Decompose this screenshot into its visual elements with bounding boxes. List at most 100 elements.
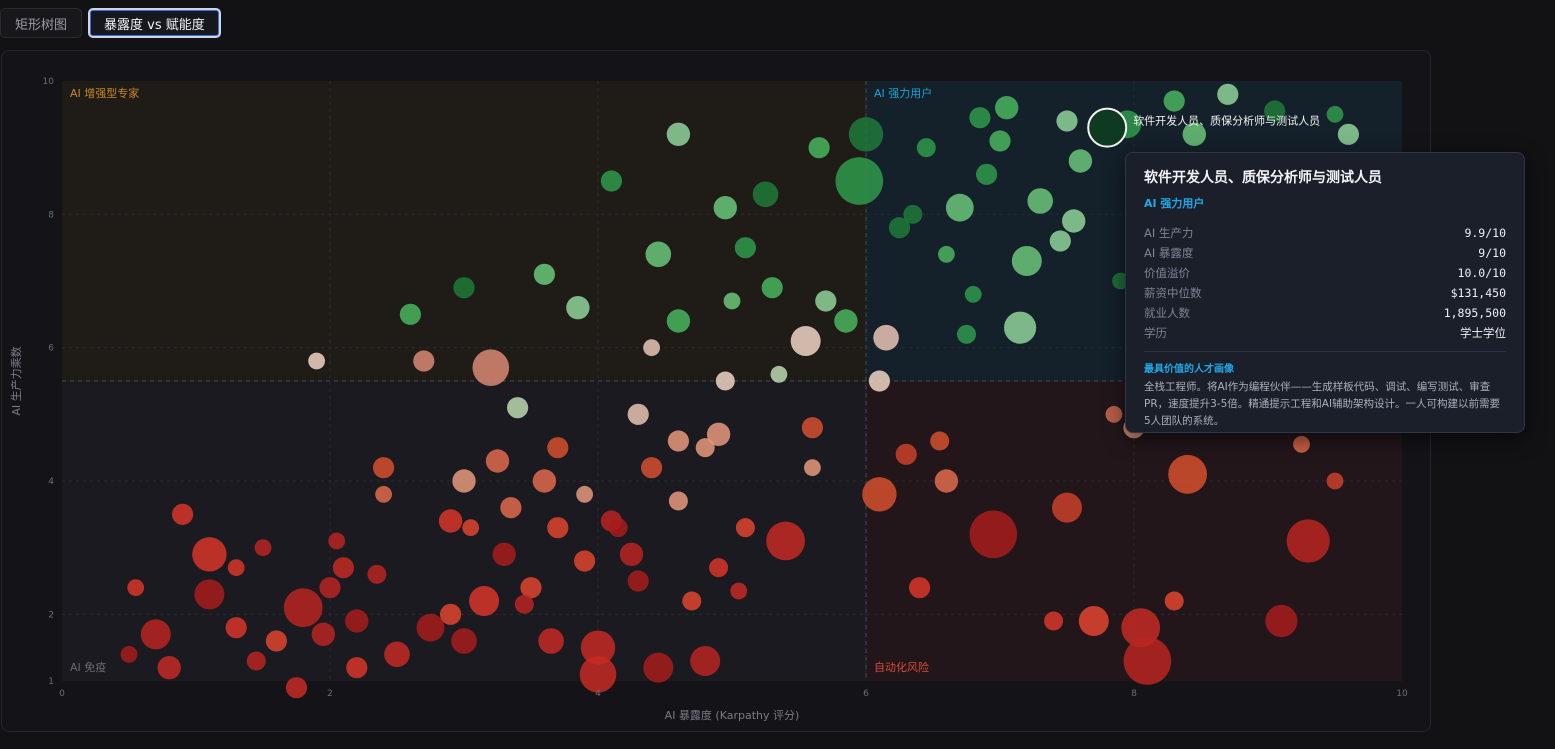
tooltip-row: 价值溢价 10.0/10: [1144, 263, 1506, 283]
data-point: [976, 163, 998, 185]
data-point: [192, 537, 227, 572]
quadrant-label: AI 强力用户: [874, 86, 932, 100]
tooltip-row: 就业人数 1,895,500: [1144, 303, 1506, 323]
data-point: [945, 193, 974, 222]
data-point: [328, 532, 346, 550]
quadrant-bg: [62, 81, 866, 381]
data-point: [1105, 405, 1123, 423]
tooltip-description: 全栈工程师。将AI作为编程伙伴——生成样板代码、调试、编写测试、审查PR，速度提…: [1144, 381, 1501, 427]
x-tick-label: 10: [1396, 689, 1408, 699]
data-point: [285, 677, 308, 699]
tab-treemap[interactable]: 矩形树图: [0, 8, 83, 38]
data-point: [399, 303, 421, 325]
data-point: [1264, 100, 1286, 122]
data-point: [1286, 519, 1330, 563]
tab-exposure-vs-empowerment[interactable]: 暴露度 vs 赋能度: [88, 8, 221, 38]
data-point: [254, 539, 272, 557]
data-point: [1163, 90, 1185, 112]
tooltip-section-title: 最具价值的人才画像: [1144, 364, 1234, 375]
data-point: [815, 290, 837, 312]
tooltip-category: AI 强力用户: [1144, 197, 1205, 210]
y-tick-label: 1: [48, 677, 54, 687]
data-point: [957, 324, 976, 344]
data-point: [682, 591, 702, 611]
data-point: [506, 397, 529, 419]
tooltip-row-label: 学历: [1144, 326, 1167, 340]
data-point: [1068, 149, 1093, 173]
data-point: [848, 117, 884, 152]
data-point: [667, 430, 690, 452]
data-point: [666, 309, 691, 333]
data-point: [752, 181, 779, 208]
x-tick-label: 2: [327, 689, 333, 699]
data-point: [804, 459, 821, 477]
data-point: [666, 122, 691, 147]
data-point: [964, 285, 982, 303]
data-point: [1112, 272, 1129, 290]
quadrant-label: AI 免疫: [70, 660, 106, 674]
data-point: [934, 469, 959, 493]
data-point: [120, 645, 138, 663]
data-point: [332, 557, 354, 579]
data-point: [808, 137, 830, 159]
y-axis-title: AI 生产力乘数: [9, 346, 23, 415]
tooltip-row: AI 生产力 9.9/10: [1144, 223, 1506, 243]
data-point: [265, 630, 287, 652]
data-point: [645, 241, 672, 268]
data-point: [995, 95, 1019, 120]
data-point: [761, 277, 783, 299]
data-point: [888, 217, 911, 239]
y-tick-label: 6: [48, 344, 54, 354]
y-tick-label: 2: [48, 610, 54, 620]
data-point: [600, 170, 623, 192]
data-point: [416, 613, 445, 642]
data-point: [346, 657, 368, 679]
data-point: [492, 542, 516, 567]
x-tick-label: 4: [595, 689, 601, 699]
data-point: [311, 622, 335, 647]
data-point: [172, 503, 194, 525]
data-point: [627, 570, 649, 592]
tooltip-row-value: 9.9/10: [1464, 226, 1506, 240]
data-point: [1293, 435, 1310, 453]
data-point: [715, 371, 735, 391]
data-point: [472, 349, 510, 386]
data-point: [452, 469, 476, 493]
data-point: [500, 497, 522, 519]
data-point: [576, 485, 593, 503]
data-point: [520, 577, 542, 599]
data-point: [903, 204, 923, 224]
data-point: [140, 619, 171, 650]
y-tick-label: 8: [48, 210, 54, 220]
data-point: [453, 277, 475, 299]
data-point: [1056, 110, 1078, 132]
job-tooltip: 软件开发人员、质保分析师与测试人员 AI 强力用户 AI 生产力 9.9/10 A…: [1125, 152, 1525, 433]
data-point: [1049, 230, 1071, 252]
data-point: [1164, 591, 1184, 611]
data-point: [227, 559, 245, 577]
data-point: [1121, 608, 1161, 648]
data-point: [532, 469, 557, 493]
data-point: [1062, 209, 1086, 233]
data-point: [538, 628, 564, 654]
y-tick-label: 10: [43, 77, 55, 87]
data-point: [862, 477, 897, 512]
tooltip-title: 软件开发人员、质保分析师与测试人员: [1144, 170, 1382, 186]
tooltip-row-label: AI 生产力: [1144, 226, 1194, 240]
x-tick-label: 8: [1131, 689, 1137, 699]
data-point: [801, 417, 824, 439]
x-tick-label: 6: [863, 689, 869, 699]
data-point: [619, 542, 644, 567]
data-point: [1044, 611, 1064, 631]
data-point: [157, 655, 181, 680]
data-point: [469, 586, 500, 616]
data-point: [1004, 311, 1037, 344]
data-point: [384, 641, 410, 668]
data-point: [319, 577, 341, 599]
data-point: [873, 324, 899, 351]
data-point: [1123, 637, 1172, 685]
data-point: [462, 519, 480, 537]
data-point: [770, 365, 788, 383]
data-point: [367, 564, 387, 584]
data-point: [643, 339, 660, 357]
